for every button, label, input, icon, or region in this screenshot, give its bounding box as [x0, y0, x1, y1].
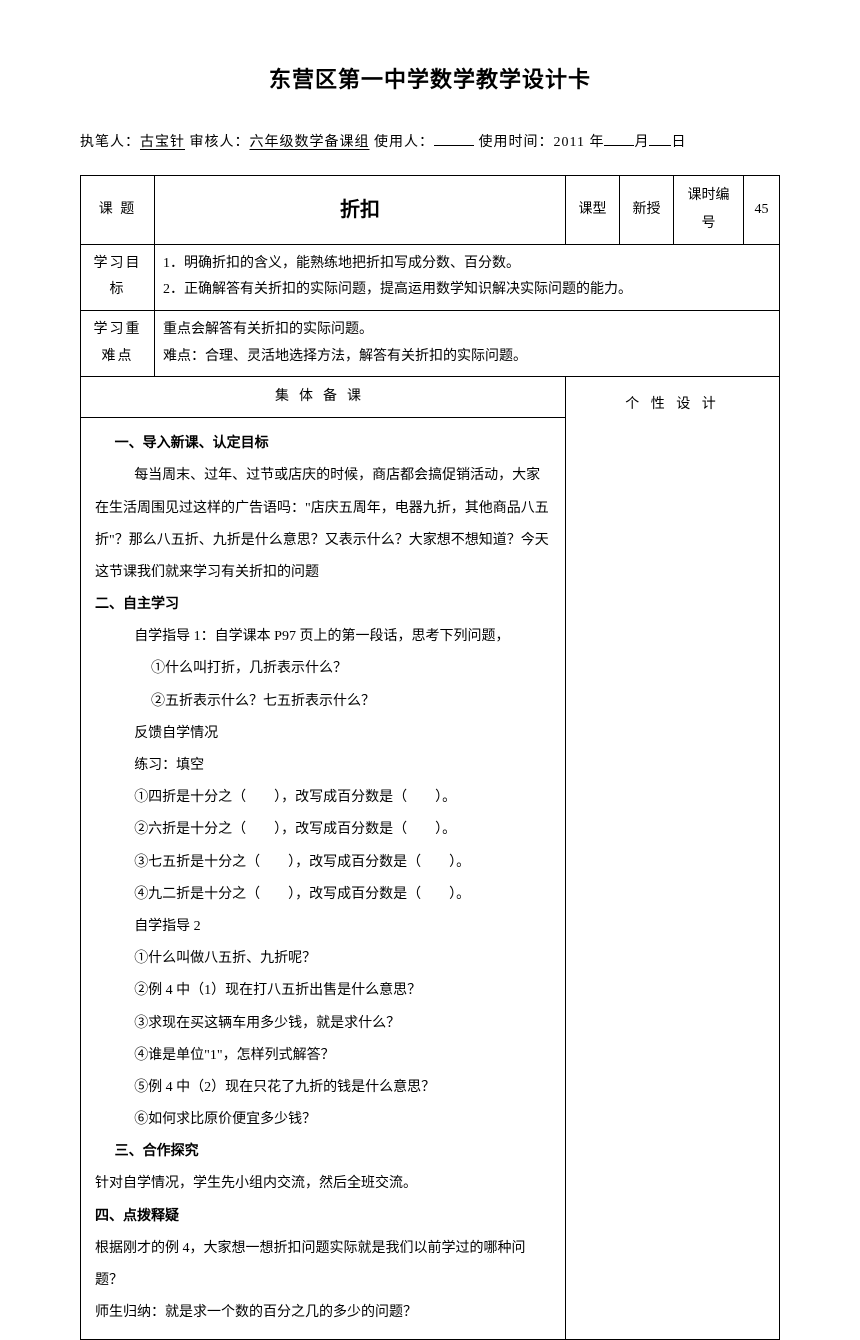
keypoint-2: 难点：合理、灵活地选择方法，解答有关折扣的实际问题。	[163, 344, 771, 371]
personal-design-cell: 个 性 设 计	[566, 377, 780, 1340]
lesson-number-value: 45	[744, 175, 780, 244]
user-label: 使用人：	[374, 135, 434, 150]
label-objectives: 学习目标	[81, 244, 155, 310]
sec3-paragraph: 针对自学情况，学生先小组内交流，然后全班交流。	[95, 1168, 551, 1200]
sec2-guide1-title: 自学指导 1：自学课本 P97 页上的第一段话，思考下列问题，	[95, 621, 551, 653]
sec2-guide2-q5: ⑤例 4 中（2）现在只花了九折的钱是什么意思？	[95, 1072, 551, 1104]
lesson-type-value: 新授	[620, 175, 674, 244]
row-headers: 集体备课 个 性 设 计	[81, 377, 780, 418]
month-suffix: 月	[634, 135, 649, 150]
keypoint-1: 重点会解答有关折扣的实际问题。	[163, 317, 771, 344]
row-topic: 课 题 折扣 课型 新授 课时编号 45	[81, 175, 780, 244]
year-value: 2011	[554, 135, 585, 150]
sec1-title: 一、导入新课、认定目标	[95, 428, 551, 460]
label-keypoints: 学习重难点	[81, 310, 155, 376]
reviewer-label: 审核人：	[190, 135, 250, 150]
sec2-title: 二、自主学习	[95, 589, 551, 621]
sec2-guide2-q6: ⑥如何求比原价便宜多少钱？	[95, 1104, 551, 1136]
time-label: 使用时间：	[479, 135, 554, 150]
sec2-fill1: ①四折是十分之（ ），改写成百分数是（ ）。	[95, 782, 551, 814]
sec2-feedback: 反馈自学情况	[95, 718, 551, 750]
label-topic: 课 题	[81, 175, 155, 244]
sec2-practice: 练习：填空	[95, 750, 551, 782]
sec2-guide1-q1: ①什么叫打折，几折表示什么？	[95, 653, 551, 685]
objective-2: 2．正确解答有关折扣的实际问题，提高运用数学知识解决实际问题的能力。	[163, 277, 771, 304]
objectives-content: 1．明确折扣的含义，能熟练地把折扣写成分数、百分数。 2．正确解答有关折扣的实际…	[155, 244, 780, 310]
sec1-paragraph: 每当周末、过年、过节或店庆的时候，商店都会搞促销活动，大家在生活周围见过这样的广…	[95, 460, 551, 589]
sec2-fill4: ④九二折是十分之（ ），改写成百分数是（ ）。	[95, 879, 551, 911]
label-lesson-number: 课时编号	[674, 175, 744, 244]
body-content: 一、导入新课、认定目标 每当周末、过年、过节或店庆的时候，商店都会搞促销活动，大…	[81, 418, 566, 1340]
sec4-title: 四、点拨释疑	[95, 1201, 551, 1233]
row-keypoints: 学习重难点 重点会解答有关折扣的实际问题。 难点：合理、灵活地选择方法，解答有关…	[81, 310, 780, 376]
reviewer-value: 六年级数学备课组	[250, 135, 370, 150]
keypoints-content: 重点会解答有关折扣的实际问题。 难点：合理、灵活地选择方法，解答有关折扣的实际问…	[155, 310, 780, 376]
sec4-p1: 根据刚才的例 4，大家想一想折扣问题实际就是我们以前学过的哪种问题？	[95, 1233, 551, 1297]
sec2-guide2-q2: ②例 4 中（1）现在打八五折出售是什么意思？	[95, 975, 551, 1007]
sec3-title: 三、合作探究	[95, 1136, 551, 1168]
sec2-fill3: ③七五折是十分之（ ），改写成百分数是（ ）。	[95, 847, 551, 879]
sec2-guide2-q1: ①什么叫做八五折、九折呢？	[95, 943, 551, 975]
page-title: 东营区第一中学数学教学设计卡	[80, 60, 780, 100]
meta-line: 执笔人：古宝针 审核人：六年级数学备课组 使用人： 使用时间：2011 年 月 日	[80, 130, 780, 155]
topic-value: 折扣	[155, 175, 566, 244]
design-table: 课 题 折扣 课型 新授 课时编号 45 学习目标 1．明确折扣的含义，能熟练地…	[80, 175, 780, 1340]
author-label: 执笔人：	[80, 135, 140, 150]
label-personal-design: 个 性 设 计	[574, 383, 771, 419]
sec2-guide1-q2: ②五折表示什么？七五折表示什么？	[95, 686, 551, 718]
sec2-guide2-q4: ④谁是单位"1"，怎样列式解答？	[95, 1040, 551, 1072]
label-group-prep: 集体备课	[81, 377, 566, 418]
month-blank	[604, 132, 634, 146]
day-blank	[649, 132, 671, 146]
sec2-fill2: ②六折是十分之（ ），改写成百分数是（ ）。	[95, 814, 551, 846]
user-blank	[434, 132, 474, 146]
year-suffix: 年	[589, 135, 604, 150]
sec4-p2: 师生归纳：就是求一个数的百分之几的多少的问题？	[95, 1297, 551, 1329]
row-objectives: 学习目标 1．明确折扣的含义，能熟练地把折扣写成分数、百分数。 2．正确解答有关…	[81, 244, 780, 310]
label-lesson-type: 课型	[566, 175, 620, 244]
objective-1: 1．明确折扣的含义，能熟练地把折扣写成分数、百分数。	[163, 251, 771, 278]
author-value: 古宝针	[140, 135, 185, 150]
sec2-guide2-title: 自学指导 2	[95, 911, 551, 943]
sec2-guide2-q3: ③求现在买这辆车用多少钱，就是求什么？	[95, 1008, 551, 1040]
day-suffix: 日	[671, 135, 686, 150]
